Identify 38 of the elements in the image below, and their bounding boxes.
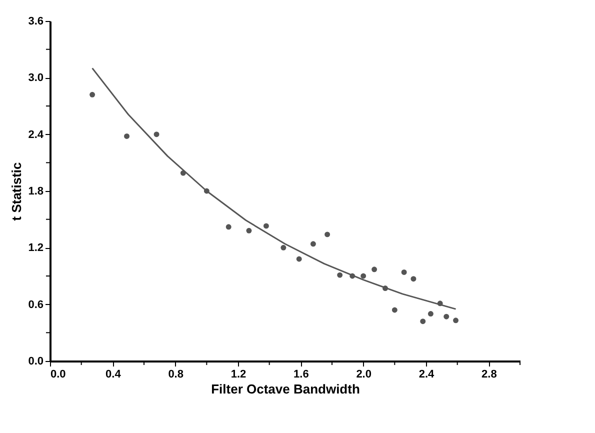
x-tick-label: 0.0	[50, 368, 66, 380]
point	[296, 256, 302, 262]
x-tick-label: 1.2	[230, 368, 246, 380]
point	[124, 133, 130, 139]
point	[420, 318, 426, 324]
y-tick-label: 3.6	[28, 16, 44, 28]
line-series	[92, 67, 457, 310]
y-tick-label: 3.0	[28, 72, 44, 84]
point	[444, 314, 450, 320]
y-tick-label: 0.6	[28, 298, 44, 311]
point	[90, 92, 96, 98]
point	[324, 232, 330, 238]
x-tick-label: 1.6	[294, 368, 309, 380]
x-tick-label: 0.4	[106, 368, 122, 380]
point	[360, 273, 366, 279]
point	[410, 276, 416, 282]
point	[428, 311, 434, 317]
point	[372, 266, 378, 272]
point	[280, 244, 286, 250]
point	[337, 272, 343, 278]
x-tick-label: 2.4	[418, 368, 436, 380]
point	[453, 318, 459, 324]
x-tick-label: 2.8	[482, 368, 497, 380]
point	[246, 228, 252, 234]
x-tick-label: 2.0	[356, 368, 372, 380]
y-axis-title: t Statistic	[9, 162, 24, 221]
y-tick-label: 0.0	[28, 356, 44, 368]
y-tick-label: 2.4	[28, 128, 44, 141]
point	[392, 307, 398, 313]
point	[310, 241, 316, 247]
y-tick-label: 1.8	[28, 186, 44, 198]
point	[263, 223, 269, 229]
point	[226, 224, 232, 230]
x-axis-title: Filter Octave Bandwidth	[211, 382, 360, 396]
point	[401, 269, 407, 275]
x-tick-label: 0.8	[168, 368, 184, 380]
y-tick-label: 1.2	[28, 242, 44, 254]
point	[154, 132, 160, 138]
